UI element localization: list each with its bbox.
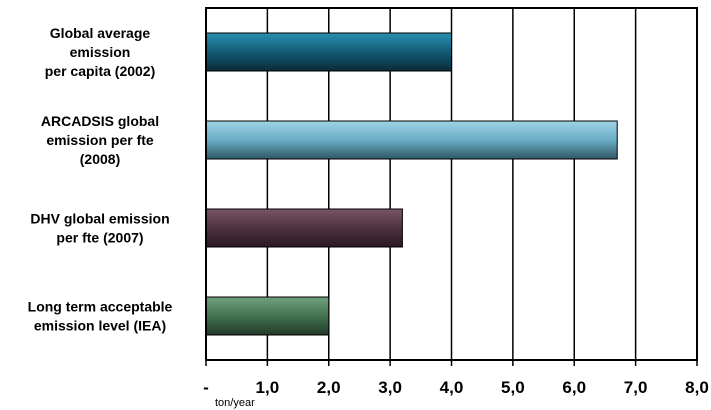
x-tick-label: 8,0 — [685, 378, 709, 397]
x-tick-label: 5,0 — [501, 378, 525, 397]
category-label: Long term acceptable — [28, 299, 173, 315]
x-tick-label: 3,0 — [378, 378, 402, 397]
category-label: per fte (2007) — [56, 230, 143, 246]
category-label: per capita (2002) — [45, 63, 156, 79]
bar-2 — [205, 120, 618, 160]
x-tick-label: 1,0 — [256, 378, 280, 397]
category-labels: Global average emission per capita (2002) A… — [28, 25, 173, 334]
x-axis-unit-label: ton/year — [215, 397, 255, 409]
x-ticks: - 1,0 2,0 3,0 4,0 5,0 6,0 7,0 8,0 — [203, 360, 709, 397]
x-tick-label: - — [203, 378, 209, 397]
category-label: (2008) — [80, 151, 120, 167]
category-label: DHV global emission — [30, 211, 169, 227]
bars — [205, 32, 618, 336]
category-label: emission per fte — [46, 132, 154, 148]
x-tick-label: 4,0 — [440, 378, 464, 397]
bar-1 — [205, 32, 452, 72]
category-label: Global average — [50, 25, 151, 41]
bar-4 — [205, 296, 330, 336]
bar-3 — [205, 208, 403, 248]
x-tick-label: 6,0 — [562, 378, 586, 397]
category-label: emission — [70, 44, 131, 60]
x-tick-label: 7,0 — [624, 378, 648, 397]
category-label: ARCADSIS global — [41, 113, 159, 129]
category-label: emission level (IEA) — [34, 318, 166, 334]
x-tick-label: 2,0 — [317, 378, 341, 397]
